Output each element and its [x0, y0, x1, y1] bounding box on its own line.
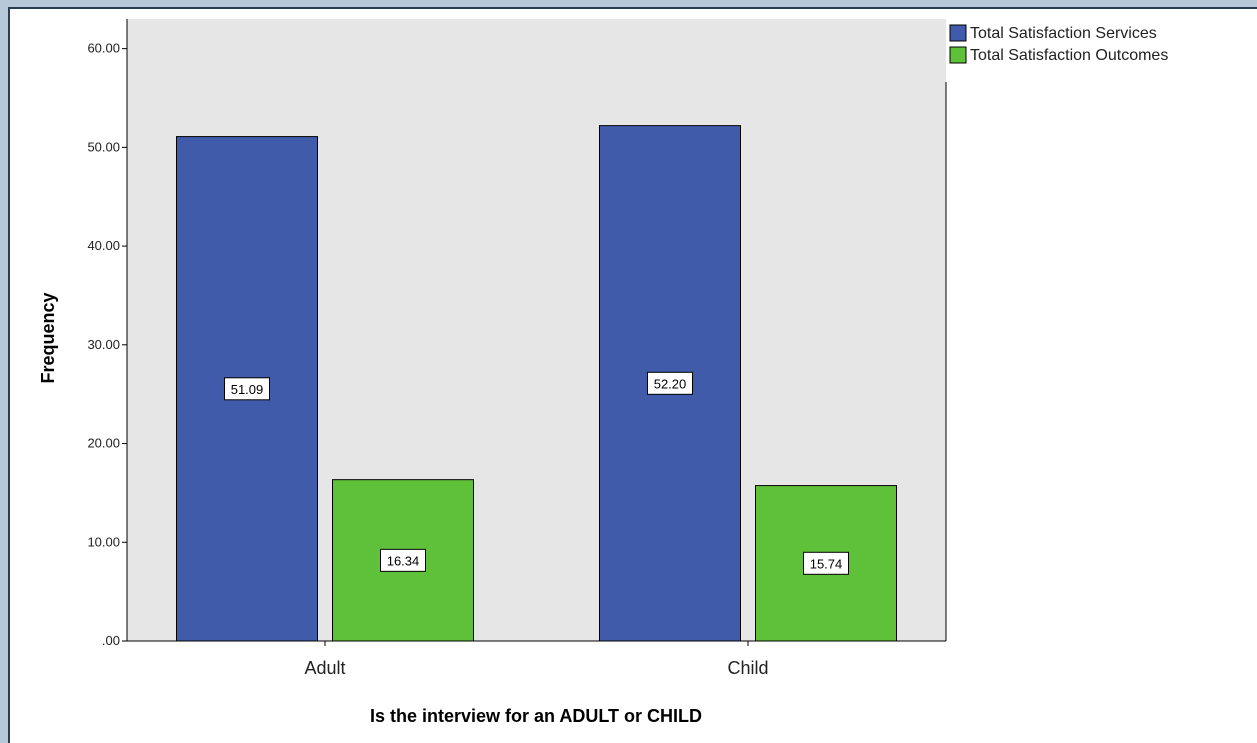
y-tick-label: .00 — [102, 633, 120, 648]
data-label-box — [803, 551, 849, 575]
y-axis-title: Frequency — [38, 292, 58, 383]
legend-label: Total Satisfaction Services — [970, 25, 1157, 42]
data-label-box — [380, 548, 426, 572]
x-category-label: Adult — [304, 658, 345, 678]
data-label-box — [647, 371, 693, 395]
x-category-label: Child — [727, 658, 768, 678]
y-tick-label: 30.00 — [87, 337, 120, 352]
x-axis-title: Is the interview for an ADULT or CHILD — [370, 706, 702, 726]
data-label-box — [224, 377, 270, 401]
legend-label: Total Satisfaction Outcomes — [970, 47, 1168, 64]
data-label: 51.09 — [231, 382, 264, 397]
x-axis-categories: Adult Child — [304, 641, 769, 678]
data-label: 52.20 — [654, 376, 687, 391]
legend: Total Satisfaction Services Total Satisfa… — [949, 24, 1168, 64]
legend-swatch — [949, 24, 967, 42]
data-label: 15.74 — [810, 556, 843, 571]
y-tick-label: 50.00 — [87, 139, 120, 154]
y-tick-label: 20.00 — [87, 436, 120, 451]
y-axis-ticks: .00 10.00 20.00 30.00 40.00 50.00 60.00 — [87, 41, 127, 648]
data-label: 16.34 — [387, 553, 420, 568]
y-tick-label: 10.00 — [87, 534, 120, 549]
y-tick-label: 40.00 — [87, 238, 120, 253]
data-labels: 51.09 16.34 52.20 15.74 — [224, 371, 849, 575]
y-tick-label: 60.00 — [87, 41, 120, 56]
legend-swatch — [949, 46, 967, 64]
